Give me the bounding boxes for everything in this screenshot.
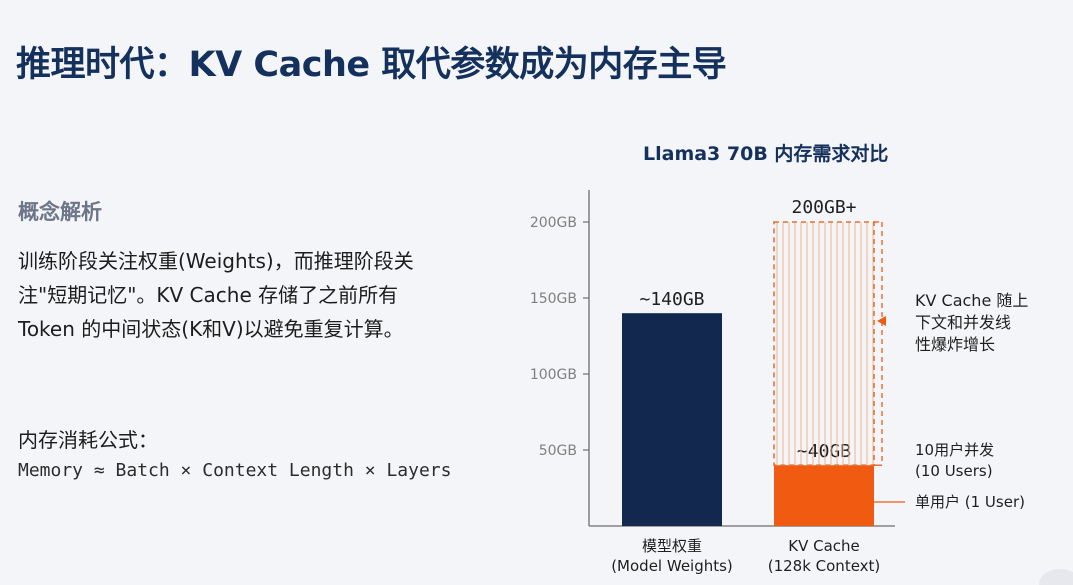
kv-cache-projected-fill bbox=[774, 222, 874, 466]
arrow-icon bbox=[877, 316, 886, 326]
category-label: KV Cache bbox=[788, 537, 860, 555]
kv-cache-projected-bar bbox=[773, 221, 875, 466]
single-user-annotation: 单用户 (1 User) bbox=[915, 493, 1025, 511]
growth-annotation-line: KV Cache 随上 bbox=[915, 291, 1028, 310]
page-title: 推理时代：KV Cache 取代参数成为内存主导 bbox=[16, 45, 727, 85]
formula-expression: Memory ≈ Batch × Context Length × Layers bbox=[18, 460, 452, 481]
concept-paragraph: 训练阶段关注权重(Weights)，而推理阶段关 注"短期记忆"。KV Cach… bbox=[18, 244, 488, 346]
y-tick-label: 200GB bbox=[530, 215, 577, 231]
y-tick-label: 50GB bbox=[539, 443, 577, 459]
category-label: 模型权重 bbox=[642, 537, 702, 555]
concept-line: 注"短期记忆"。KV Cache 存储了之前所有 bbox=[18, 283, 399, 307]
y-tick-label: 150GB bbox=[530, 291, 577, 307]
y-tick-label: 100GB bbox=[530, 367, 577, 383]
growth-annotation-line: 下文和并发线 bbox=[915, 313, 1011, 332]
chart-title: Llama3 70B 内存需求对比 bbox=[643, 143, 889, 165]
bar-value-label: ~140GB bbox=[639, 289, 704, 310]
concurrency-annotation-line: 10用户并发 bbox=[915, 441, 994, 459]
bar-value-label: 200GB+ bbox=[791, 197, 856, 218]
model-weights-bar bbox=[622, 313, 722, 526]
corner-decoration bbox=[1039, 569, 1073, 585]
formula-label: 内存消耗公式： bbox=[18, 428, 158, 452]
concept-heading: 概念解析 bbox=[18, 200, 102, 224]
concept-line: Token 的中间状态(K和V)以避免重复计算。 bbox=[18, 317, 404, 341]
category-sublabel: (Model Weights) bbox=[611, 557, 733, 575]
growth-annotation-line: 性爆炸增长 bbox=[915, 335, 995, 354]
concurrency-annotation-line: (10 Users) bbox=[915, 462, 993, 480]
concept-line: 训练阶段关注权重(Weights)，而推理阶段关 bbox=[18, 249, 414, 273]
category-sublabel: (128k Context) bbox=[768, 557, 881, 575]
kv-cache-single-user-bar bbox=[774, 465, 874, 526]
